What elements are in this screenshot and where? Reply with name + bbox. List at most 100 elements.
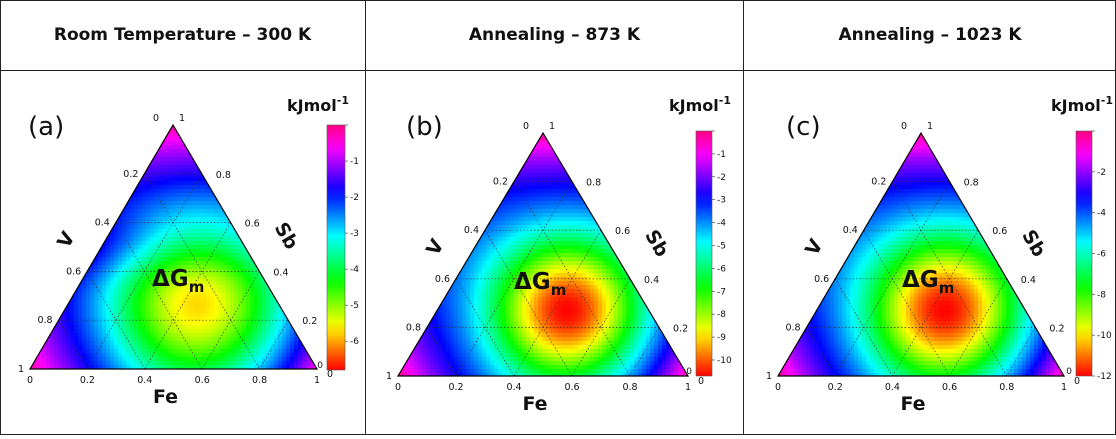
heat-cell: [170, 361, 175, 366]
heat-cell: [598, 245, 603, 250]
heat-cell: [534, 245, 539, 250]
heat-cell: [398, 357, 403, 362]
heat-cell: [162, 329, 167, 334]
heat-cell: [458, 337, 463, 342]
heat-cell: [170, 321, 175, 326]
heat-cell: [258, 261, 263, 266]
heat-cell: [562, 245, 567, 250]
heat-cell: [246, 317, 251, 322]
heat-cell: [154, 325, 159, 330]
heat-cell: [538, 245, 543, 250]
heat-cell: [650, 357, 655, 362]
heat-cell: [242, 317, 247, 322]
heat-cell: [106, 285, 111, 290]
heat-cell: [206, 253, 211, 258]
heat-cell: [210, 321, 215, 326]
heat-cell: [454, 345, 459, 350]
heat-cell: [602, 289, 607, 294]
heat-cell: [146, 249, 151, 254]
heat-cell: [110, 293, 115, 298]
heat-cell: [254, 333, 259, 338]
heat-cell: [566, 265, 571, 270]
heat-cell: [666, 369, 671, 374]
heat-cell: [506, 341, 511, 346]
heat-cell: [594, 337, 599, 342]
heat-cell: [546, 365, 551, 370]
heat-cell: [670, 337, 675, 342]
heat-cell: [578, 233, 583, 238]
heat-cell: [122, 257, 127, 262]
heat-cell: [174, 153, 179, 158]
heat-cell: [94, 329, 99, 334]
heat-cell: [490, 253, 495, 258]
heat-cell: [566, 353, 571, 358]
heat-cell: [54, 309, 59, 314]
heat-cell: [482, 337, 487, 342]
heat-cell: [86, 257, 91, 262]
heat-cell: [170, 141, 175, 146]
heat-cell: [518, 245, 523, 250]
heat-cell: [534, 169, 539, 174]
heat-cell: [174, 177, 179, 182]
heat-cell: [602, 245, 607, 250]
heat-cell: [134, 241, 139, 246]
heat-cell: [462, 361, 467, 366]
heat-cell: [654, 357, 659, 362]
colorbar-tick-label: -6: [350, 337, 359, 347]
heat-cell: [590, 273, 595, 278]
heat-cell: [646, 333, 651, 338]
heat-cell: [238, 341, 243, 346]
heat-cell: [494, 353, 499, 358]
heat-cell: [150, 317, 155, 322]
heat-cell: [146, 209, 151, 214]
heat-cell: [170, 337, 175, 342]
heat-cell: [606, 321, 611, 326]
heat-cell: [118, 265, 123, 270]
heat-cell: [170, 181, 175, 186]
heat-cell: [430, 309, 435, 314]
heat-cell: [614, 241, 619, 246]
heat-cell: [554, 265, 559, 270]
heat-cell: [306, 341, 311, 346]
heat-cell: [70, 345, 75, 350]
heat-cell: [502, 249, 507, 254]
heat-cell: [182, 309, 187, 314]
heat-cell: [74, 325, 79, 330]
heat-cell: [666, 333, 671, 338]
heat-cell: [154, 221, 159, 226]
heat-cell: [486, 301, 491, 306]
heat-cell: [466, 329, 471, 334]
heat-cell: [246, 237, 251, 242]
heat-cell: [230, 313, 235, 318]
heat-cell: [554, 253, 559, 258]
heat-cell: [598, 281, 603, 286]
heat-cell: [602, 249, 607, 254]
heat-cell: [530, 237, 535, 242]
heat-cell: [218, 229, 223, 234]
heat-cell: [590, 249, 595, 254]
heat-cell: [634, 305, 639, 310]
heat-cell: [126, 325, 131, 330]
heat-cell: [558, 261, 563, 266]
heat-cell: [458, 281, 463, 286]
heat-cell: [238, 257, 243, 262]
heat-cell: [282, 353, 287, 358]
heat-cell: [234, 257, 239, 262]
heat-cell: [122, 301, 127, 306]
heat-cell: [222, 345, 227, 350]
heat-cell: [102, 261, 107, 266]
heat-cell: [578, 253, 583, 258]
heat-cell: [610, 237, 615, 242]
heat-cell: [162, 357, 167, 362]
heat-cell: [298, 361, 303, 366]
heat-cell: [538, 253, 543, 258]
heat-cell: [470, 281, 475, 286]
heat-cell: [494, 201, 499, 206]
heat-cell: [78, 321, 83, 326]
heat-cell: [462, 369, 467, 374]
heat-cell: [446, 297, 451, 302]
heat-cell: [518, 201, 523, 206]
heat-cell: [514, 349, 519, 354]
heat-cell: [58, 357, 63, 362]
heat-cell: [566, 225, 571, 230]
